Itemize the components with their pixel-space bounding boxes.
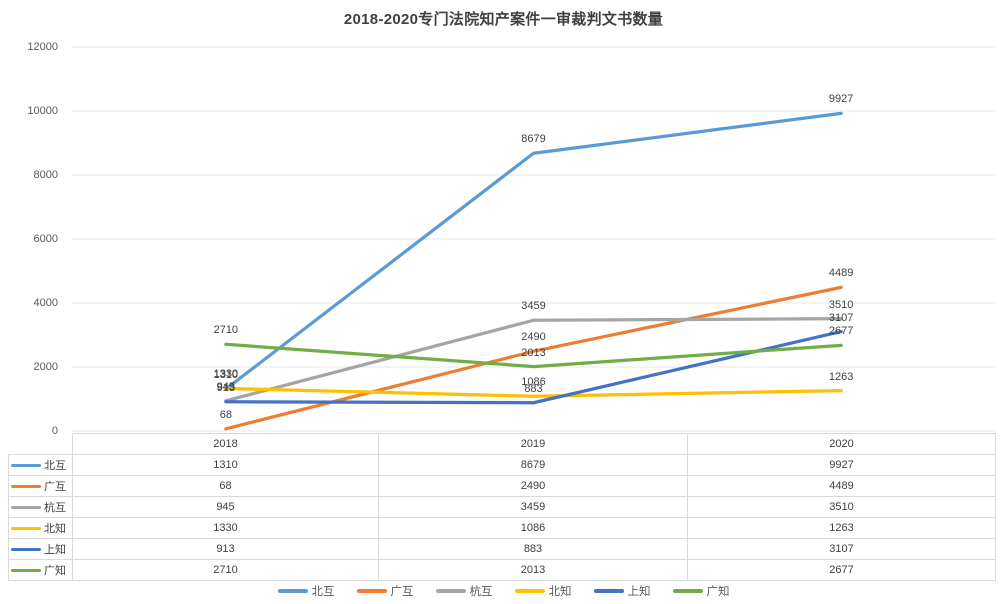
data-label: 68 [219,408,232,421]
table-value-cell: 4489 [687,475,996,497]
data-label: 3510 [828,298,854,311]
legend-swatch-icon [277,589,308,593]
legend-item-1: 广互 [356,583,414,599]
table-legend-key: 广互 [8,475,73,497]
table-value-cell: 3107 [687,538,996,560]
legend-item-2: 杭互 [435,583,493,599]
table-row-1: 广互 68 2490 4489 [8,475,996,497]
table-value-cell: 2677 [687,559,996,581]
series-name-label: 北互 [44,460,66,472]
data-label: 2013 [521,346,546,359]
legend-item-0: 北互 [277,583,335,599]
y-tick-label: 8000 [33,169,58,181]
series-name-label: 上知 [44,544,66,556]
series-line-4 [224,329,843,405]
table-row-4: 上知 913 883 3107 [8,538,996,560]
legend-label: 北互 [311,586,335,598]
table-year-header: 2018 [72,433,379,455]
data-label: 913 [216,381,235,394]
y-tick-label: 6000 [33,233,58,245]
chart-legend: 北互 广互 杭互 北知 上知 广知 [0,583,1007,599]
table-value-cell: 1263 [687,517,996,539]
table-legend-key: 北互 [8,454,73,476]
data-label: 1330 [213,368,239,381]
series-line-3 [224,386,843,398]
series-line-2 [224,317,843,403]
table-corner-cell [8,433,73,455]
y-tick-label: 10000 [27,105,58,117]
data-label: 1310 [213,369,239,382]
table-value-cell: 2710 [72,559,379,581]
legend-label: 北知 [548,586,572,598]
series-swatch-icon [11,463,41,467]
data-label: 2710 [213,324,239,337]
series-swatch-icon [11,505,41,509]
legend-item-5: 广知 [672,583,730,599]
legend-item-3: 北知 [514,583,572,599]
table-value-cell: 1086 [378,517,688,539]
table-value-cell: 945 [72,496,379,518]
table-value-cell: 3510 [687,496,996,518]
legend-label: 广知 [706,586,730,598]
series-name-label: 广互 [44,481,66,493]
y-tick-label: 2000 [33,361,58,373]
table-value-cell: 68 [72,475,379,497]
table-row-0: 北互 1310 8679 9927 [8,454,996,476]
data-label: 8679 [521,133,546,146]
table-year-header: 2020 [687,433,996,455]
table-row-2: 杭互 945 3459 3510 [8,496,996,518]
series-swatch-icon [11,547,41,551]
table-value-cell: 2013 [378,559,688,581]
data-label: 2490 [521,331,546,344]
table-row-5: 广知 2710 2013 2677 [8,559,996,581]
data-label: 4489 [828,267,854,280]
table-row-3: 北知 1330 1086 1263 [8,517,996,539]
legend-swatch-icon [435,589,466,593]
series-line-5 [224,342,843,369]
data-label: 9927 [828,93,854,106]
data-label: 1086 [521,376,546,389]
data-label: 1263 [828,370,854,383]
legend-item-4: 上知 [593,583,651,599]
table-legend-key: 广知 [8,559,73,581]
table-year-header: 2019 [378,433,688,455]
plot-area [72,46,995,432]
series-name-label: 北知 [44,523,66,535]
table-value-cell: 3459 [378,496,688,518]
legend-label: 上知 [627,586,651,598]
data-label: 3459 [521,300,546,313]
data-label: 2677 [828,325,854,338]
table-value-cell: 1310 [72,454,379,476]
series-swatch-icon [11,568,41,572]
chart-title: 2018-2020专门法院知产案件一审裁判文书数量 [343,11,664,28]
table-legend-key: 上知 [8,538,73,560]
series-swatch-icon [11,526,41,530]
series-line-0 [224,111,843,391]
table-value-cell: 1330 [72,517,379,539]
y-tick-label: 0 [51,425,58,437]
legend-label: 广互 [390,586,414,598]
legend-swatch-icon [672,589,703,593]
legend-swatch-icon [514,589,545,593]
table-value-cell: 2490 [378,475,688,497]
data-label: 3107 [828,311,854,324]
series-name-label: 广知 [44,565,66,577]
table-value-cell: 8679 [378,454,688,476]
data-table: 2018 2019 2020 北互 1310 8679 9927 广互 68 2490 4489 杭互… [8,433,996,581]
table-value-cell: 913 [72,538,379,560]
series-name-label: 杭互 [44,502,66,514]
y-tick-label: 4000 [33,297,58,309]
table-legend-key: 杭互 [8,496,73,518]
legend-swatch-icon [356,589,387,593]
series-swatch-icon [11,484,41,488]
legend-label: 杭互 [469,586,493,598]
y-tick-label: 12000 [27,41,58,53]
data-label: 945 [216,380,235,393]
table-value-cell: 9927 [687,454,996,476]
table-legend-key: 北知 [8,517,73,539]
legend-swatch-icon [593,589,624,593]
data-label: 883 [524,382,543,395]
table-value-cell: 883 [378,538,688,560]
